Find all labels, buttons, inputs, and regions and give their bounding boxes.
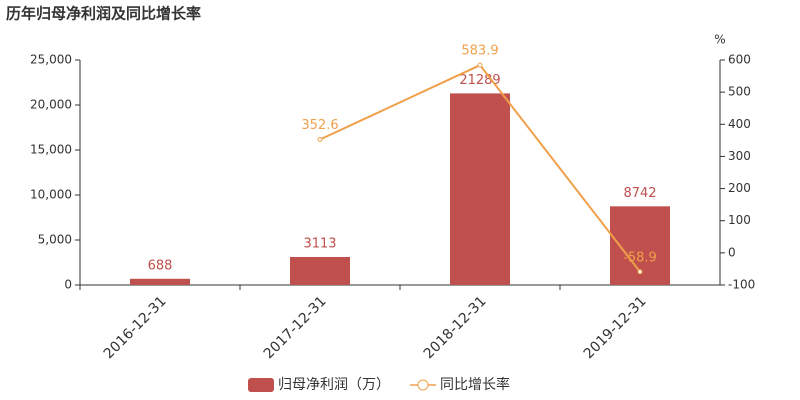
y-tick-label: 20,000 <box>30 98 72 112</box>
line-point <box>637 269 643 275</box>
y2-tick-label: 500 <box>728 85 751 99</box>
y2-tick-label: 0 <box>728 245 736 259</box>
legend-label: 同比增长率 <box>440 376 510 393</box>
x-tick-label: 2018-12-31 <box>421 293 490 362</box>
value-label: 8742 <box>623 186 656 201</box>
x-tick-label: 2016-12-31 <box>101 293 170 362</box>
y-tick-label: 15,000 <box>30 143 72 157</box>
legend-label: 归母净利润（万） <box>278 376 390 393</box>
legend-swatch <box>248 378 274 392</box>
y2-tick-label: 200 <box>728 181 751 195</box>
legend-swatch <box>417 379 429 391</box>
line-point <box>477 62 483 68</box>
chart-title: 历年归母净利润及同比增长率 <box>6 5 201 23</box>
y2-tick-label: 400 <box>728 117 751 131</box>
bar <box>450 93 510 285</box>
x-tick-label: 2017-12-31 <box>261 293 330 362</box>
value-label: 3113 <box>303 236 336 251</box>
y-tick-label: 0 <box>64 278 72 292</box>
line-point <box>317 137 323 143</box>
x-tick-label: 2019-12-31 <box>581 293 650 362</box>
bar <box>130 278 190 285</box>
value-label: 21289 <box>459 73 500 88</box>
y-tick-label: 5,000 <box>38 233 72 247</box>
y2-tick-label: 300 <box>728 149 751 163</box>
y-tick-label: 10,000 <box>30 188 72 202</box>
y2-axis-label: % <box>714 33 725 47</box>
value-label: 583.9 <box>461 44 498 59</box>
y2-tick-label: -100 <box>728 278 755 292</box>
value-label: 688 <box>148 258 173 273</box>
value-label: -58.9 <box>623 250 657 265</box>
value-label: 352.6 <box>301 118 338 133</box>
y-tick-label: 25,000 <box>30 53 72 67</box>
y2-tick-label: 100 <box>728 213 751 227</box>
y2-tick-label: 600 <box>728 53 751 67</box>
bar <box>290 256 350 285</box>
